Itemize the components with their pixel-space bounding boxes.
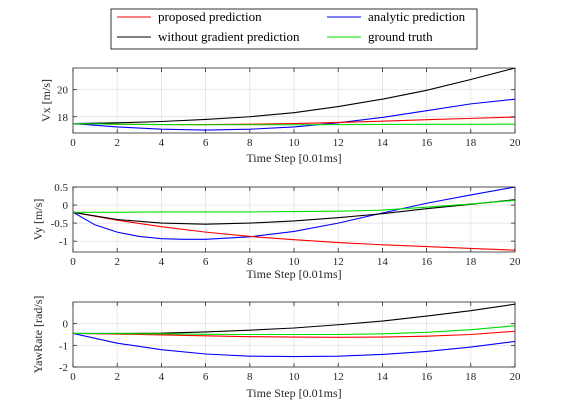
x-tick-label: 4 [159,371,165,383]
x-tick-label: 16 [421,137,433,149]
y-tick-label: 0.5 [54,182,68,194]
x-tick-label: 10 [289,256,301,268]
x-tick-label: 14 [377,137,389,149]
y-tick-label: -1 [59,236,68,248]
x-tick-label: 2 [114,137,120,149]
series-line-proposed-prediction [73,330,515,338]
legend-label: ground truth [368,29,433,44]
series-line-ground-truth [73,199,515,213]
series-line-analytic-prediction [73,98,515,131]
x-tick-label: 16 [421,371,433,383]
x-axis-label: Time Step [0.01ms] [246,151,341,165]
x-axis-label: Time Step [0.01ms] [246,386,341,400]
x-tick-label: 0 [70,256,76,268]
x-tick-label: 2 [114,371,120,383]
legend-entry: ground truth [327,29,433,44]
series-line-ground-truth [73,325,515,336]
x-tick-label: 0 [70,371,76,383]
legend-label: without gradient prediction [158,29,300,44]
series-line-ground-truth [73,122,515,126]
y-axis-label: Vy [m/s] [31,199,45,241]
y-tick-label: -0.5 [51,218,69,230]
x-tick-label: 4 [159,256,165,268]
legend-label: proposed prediction [158,9,262,24]
x-tick-label: 8 [247,371,253,383]
subplot-2: 0 2 4 6 8 10 12 14 16 18 20 -1 -0.5 0 0.5 Time Step [0.… [31,182,521,281]
subplot-3: 0 2 4 6 8 10 12 14 16 18 20 -2 -1 0 Time Step [0.01ms]… [31,296,521,400]
x-tick-label: 20 [510,256,522,268]
x-tick-label: 14 [377,371,389,383]
series-line-without-gradient-prediction [73,68,515,125]
y-tick-label: 0 [63,200,69,212]
series-line-proposed-prediction [73,211,515,251]
legend-entry: proposed prediction [117,9,262,24]
x-tick-label: 18 [465,137,477,149]
x-tick-label: 0 [70,137,76,149]
y-axis-label: YawRate [rad/s] [31,296,45,374]
legend: proposed prediction analytic prediction wi… [110,8,478,50]
x-tick-label: 12 [333,371,344,383]
y-tick-label: -1 [59,340,68,352]
x-tick-label: 20 [510,371,522,383]
x-tick-label: 14 [377,256,389,268]
x-tick-label: 8 [247,256,253,268]
y-tick-label: 18 [57,112,69,124]
x-tick-label: 18 [465,256,477,268]
y-axis-label: Vx [m/s] [39,79,53,122]
series-line-without-gradient-prediction [73,199,515,225]
legend-box [110,8,478,50]
y-tick-label: -2 [59,362,68,374]
series-line-analytic-prediction [73,332,515,358]
subplot-1: 0 2 4 6 8 10 12 14 16 18 20 18 20 Time Step [0.01ms] V… [39,67,522,165]
x-tick-label: 6 [203,137,209,149]
x-tick-label: 16 [421,256,433,268]
x-tick-label: 8 [247,137,253,149]
x-tick-label: 4 [159,137,165,149]
x-tick-label: 18 [465,371,477,383]
x-tick-label: 2 [114,256,120,268]
x-tick-label: 12 [333,137,344,149]
series-line-analytic-prediction [73,187,515,240]
x-tick-label: 6 [203,371,209,383]
y-tick-label: 20 [57,85,69,97]
x-tick-label: 20 [510,137,522,149]
legend-label: analytic prediction [368,9,466,24]
x-tick-label: 10 [289,137,301,149]
legend-entry: without gradient prediction [117,29,300,44]
x-tick-label: 10 [289,371,301,383]
x-tick-label: 6 [203,256,209,268]
y-tick-label: 0 [63,319,69,331]
x-tick-label: 12 [333,256,344,268]
x-axis-label: Time Step [0.01ms] [246,267,341,281]
legend-entry: analytic prediction [327,9,466,24]
